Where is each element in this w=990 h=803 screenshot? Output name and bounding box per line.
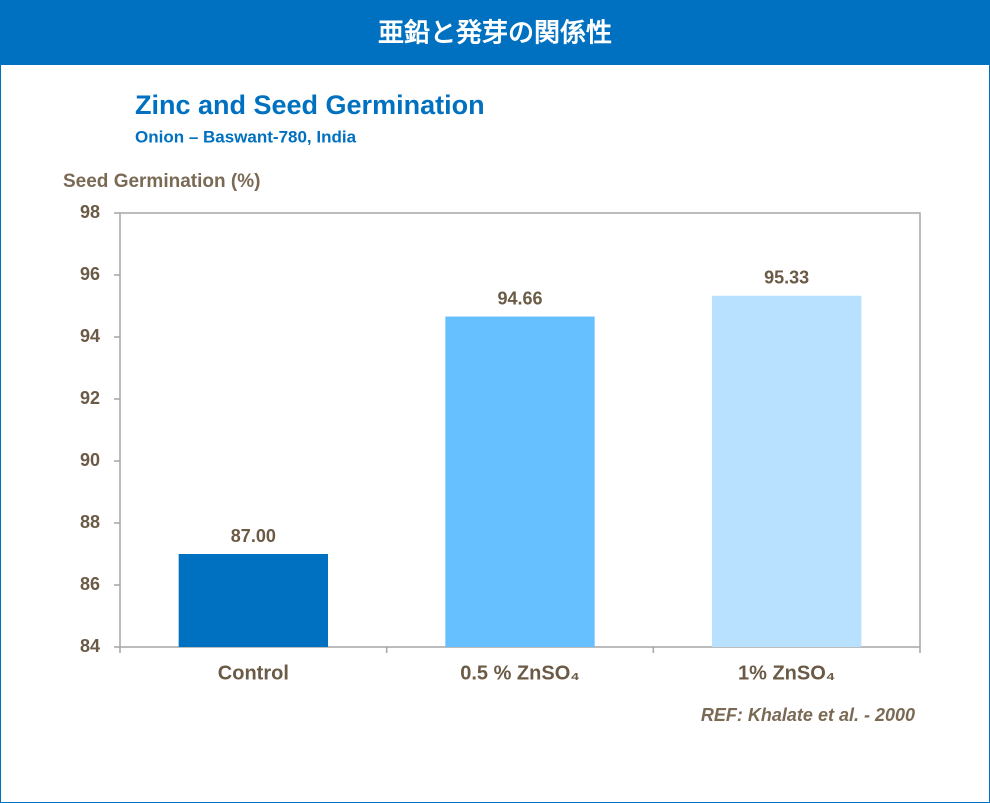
y-tick-label: 94 [80, 326, 100, 346]
header-bar [0, 0, 990, 65]
bar [178, 554, 328, 647]
header-title: 亜鉛と発芽の関係性 [378, 18, 612, 49]
y-tick-label: 84 [80, 636, 100, 656]
chart-title: Zinc and Seed Germination [135, 90, 485, 120]
bar [712, 295, 862, 647]
x-tick-label: 0.5 % ZnSO₄ [460, 662, 580, 684]
y-tick-label: 90 [80, 450, 100, 470]
data-label: 87.00 [231, 526, 276, 546]
y-tick-label: 98 [80, 202, 100, 222]
x-tick-label: 1% ZnSO₄ [738, 662, 835, 684]
bar [445, 316, 595, 647]
reference-note: REF: Khalate et al. - 2000 [701, 705, 915, 725]
x-tick-label: Control [218, 662, 289, 684]
data-label: 95.33 [764, 268, 809, 288]
y-tick-label: 96 [80, 264, 100, 284]
y-tick-label: 92 [80, 388, 100, 408]
y-tick-label: 88 [80, 512, 100, 532]
chart-subtitle: Onion – Baswant-780, India [135, 127, 357, 146]
y-tick-label: 86 [80, 574, 100, 594]
y-axis-label: Seed Germination (%) [63, 171, 260, 192]
data-label: 94.66 [497, 288, 542, 308]
